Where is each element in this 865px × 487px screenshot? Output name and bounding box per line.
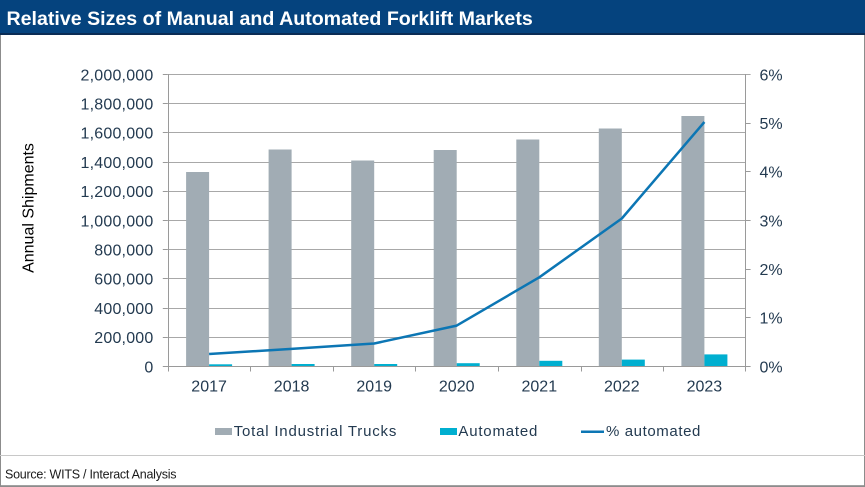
- svg-text:0: 0: [144, 359, 153, 376]
- svg-text:3%: 3%: [760, 213, 783, 230]
- svg-text:5%: 5%: [760, 116, 783, 133]
- svg-text:1,800,000: 1,800,000: [81, 97, 154, 114]
- svg-text:2%: 2%: [760, 262, 783, 279]
- svg-text:Annual Shipments: Annual Shipments: [21, 143, 38, 273]
- svg-text:400,000: 400,000: [94, 301, 153, 318]
- svg-text:600,000: 600,000: [94, 272, 153, 289]
- svg-text:% automated: % automated: [606, 423, 701, 440]
- svg-text:2022: 2022: [604, 379, 640, 396]
- svg-text:6%: 6%: [760, 67, 783, 84]
- svg-text:2017: 2017: [191, 379, 227, 396]
- svg-text:1,000,000: 1,000,000: [81, 213, 154, 230]
- svg-text:Relative Sizes of Manual and A: Relative Sizes of Manual and Automated F…: [7, 8, 533, 30]
- svg-text:800,000: 800,000: [94, 243, 153, 260]
- svg-text:4%: 4%: [760, 165, 783, 182]
- svg-text:2020: 2020: [439, 379, 475, 396]
- svg-text:Source: WITS / Interact Analys: Source: WITS / Interact Analysis: [5, 468, 176, 482]
- svg-text:2021: 2021: [522, 379, 558, 396]
- svg-text:2019: 2019: [356, 379, 392, 396]
- svg-text:1,200,000: 1,200,000: [81, 184, 154, 201]
- svg-text:1%: 1%: [760, 311, 783, 328]
- svg-text:1,600,000: 1,600,000: [81, 126, 154, 143]
- svg-text:0%: 0%: [760, 359, 783, 376]
- svg-text:Total Industrial Trucks: Total Industrial Trucks: [234, 423, 397, 440]
- svg-text:200,000: 200,000: [94, 330, 153, 347]
- svg-text:2023: 2023: [687, 379, 723, 396]
- svg-text:Automated: Automated: [458, 423, 538, 440]
- svg-text:2,000,000: 2,000,000: [81, 67, 154, 84]
- svg-text:1,400,000: 1,400,000: [81, 155, 154, 172]
- svg-text:2018: 2018: [274, 379, 310, 396]
